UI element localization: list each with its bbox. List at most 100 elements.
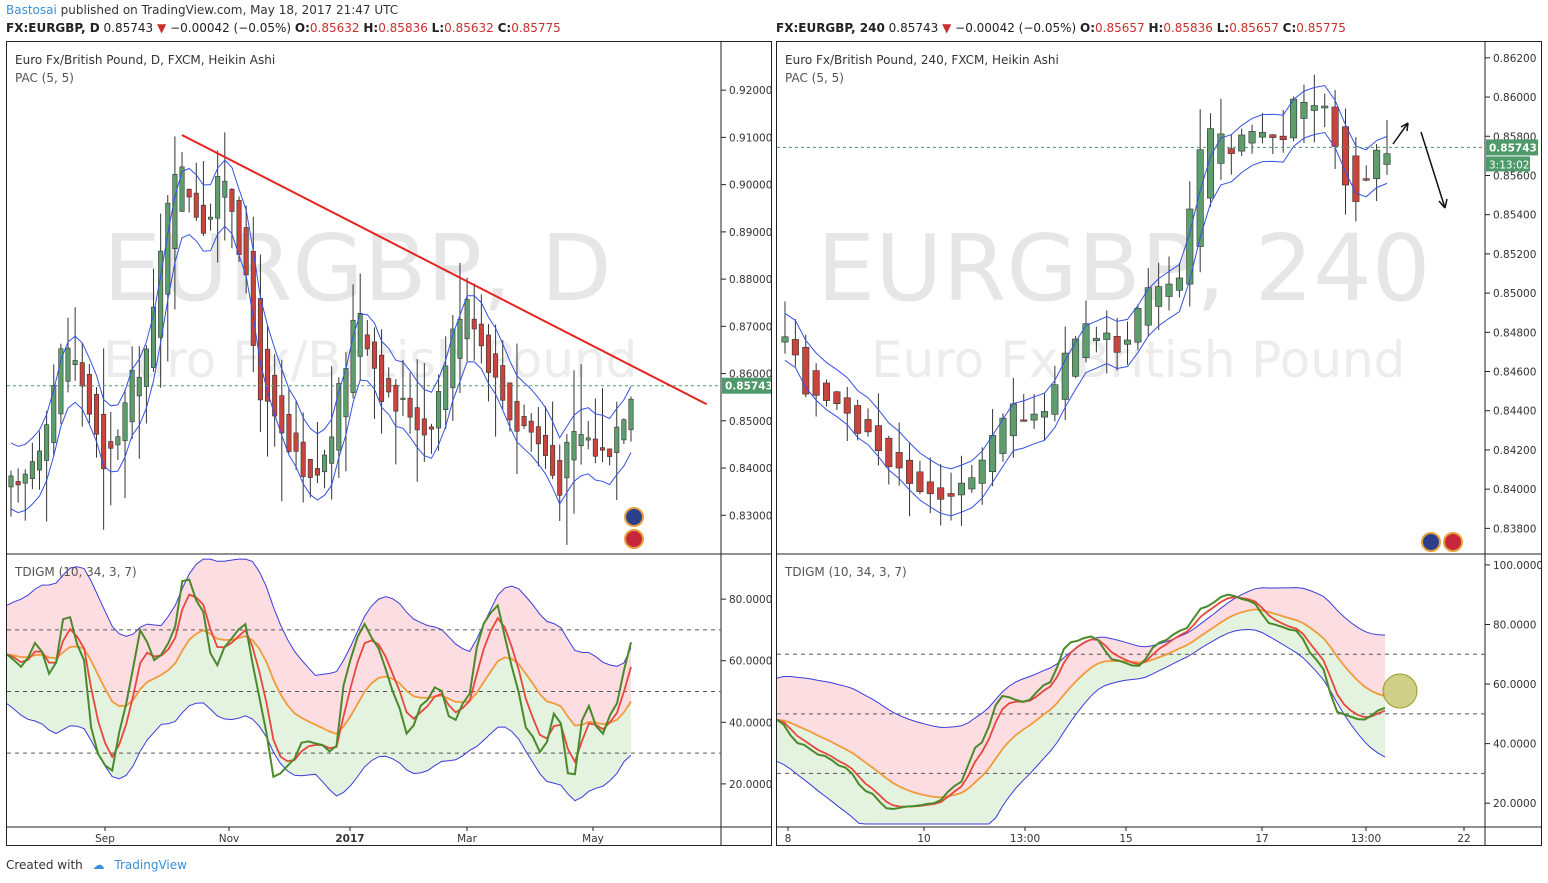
candle <box>257 298 263 401</box>
candle <box>215 176 221 219</box>
tdi-tick-label: 80.0000 <box>1493 619 1536 631</box>
time-tick-label: 13:00 <box>1351 833 1381 845</box>
candle <box>58 348 64 415</box>
price-tick-label: 0.86000 <box>729 369 771 381</box>
candle <box>621 419 627 441</box>
candle <box>51 384 57 443</box>
price-tick-label: 0.84000 <box>1493 484 1536 496</box>
candle <box>250 250 256 346</box>
candle <box>115 436 121 446</box>
candle <box>29 461 35 479</box>
candle <box>571 431 577 461</box>
candle <box>1072 338 1080 377</box>
left-close: 0.85775 <box>511 21 561 35</box>
candle <box>36 450 43 471</box>
candle <box>1103 332 1111 340</box>
candle <box>1352 155 1360 202</box>
time-tick-label: May <box>582 833 604 845</box>
candle <box>265 348 271 402</box>
left-chart-panel[interactable]: EURGBP, D Euro Fx/British Pound 0.92000 0.9… <box>6 41 772 846</box>
tdi-signal-line <box>777 596 1386 808</box>
candle <box>822 382 831 401</box>
candle <box>314 468 320 476</box>
last-price-label: 0.85743 <box>725 381 771 393</box>
highlight-circle <box>1382 673 1418 709</box>
candle <box>122 402 128 442</box>
left-low: 0.85632 <box>444 21 494 35</box>
publish-info: Bastosai published on TradingView.com, M… <box>0 0 1548 20</box>
candle <box>279 395 285 434</box>
time-tick-label: 2017 <box>335 833 364 845</box>
left-chart-svg[interactable]: EURGBP, D Euro Fx/British Pound 0.92000 0.9… <box>7 42 771 845</box>
tdi-lower-band <box>777 628 1386 825</box>
left-symbol[interactable]: FX:EURGBP, D <box>6 21 100 35</box>
candle <box>200 204 206 234</box>
candle <box>165 202 171 295</box>
candle <box>564 441 570 479</box>
candle <box>101 413 107 470</box>
right-symbol[interactable]: FX:EURGBP, 240 <box>776 21 885 35</box>
candle <box>1258 132 1266 138</box>
candle <box>329 436 335 464</box>
high-label: H: <box>1148 21 1164 35</box>
candle <box>895 452 903 469</box>
price-tick-label: 0.83800 <box>1493 523 1536 535</box>
candle <box>1238 134 1246 152</box>
price-tick-label: 0.85600 <box>1493 170 1536 182</box>
candle <box>322 454 328 473</box>
left-change: −0.00042 (−0.05%) <box>170 21 292 35</box>
candle <box>471 318 477 330</box>
candle <box>999 417 1007 454</box>
candle <box>1092 338 1100 341</box>
left-high: 0.85836 <box>378 21 428 35</box>
candle <box>833 391 841 405</box>
right-chart-panel[interactable]: EURGBP, 240 Euro Fx/British Pound 0.86200 0… <box>776 41 1542 846</box>
candle <box>450 328 456 389</box>
left-open: 0.85632 <box>309 21 360 35</box>
candle <box>957 482 965 496</box>
trendline <box>181 134 708 406</box>
close-label: C: <box>497 21 512 35</box>
candle <box>1269 134 1277 138</box>
price-tick-label: 0.92000 <box>729 85 771 97</box>
candle <box>521 416 527 427</box>
close-label: C: <box>1282 21 1297 35</box>
low-label: L: <box>1216 21 1230 35</box>
author-link[interactable]: Bastosai <box>6 3 57 17</box>
publish-text: published on TradingView.com, May 18, 20… <box>60 3 399 17</box>
candle <box>937 487 945 500</box>
candle <box>864 419 872 433</box>
right-chart-title: Euro Fx/British Pound, 240, FXCM, Heikin… <box>785 53 1059 67</box>
eu-flag-icon <box>1421 532 1441 552</box>
open-label: O: <box>1080 21 1096 35</box>
candle <box>926 481 934 495</box>
candle <box>1331 106 1339 147</box>
countdown-badge <box>1486 156 1530 172</box>
candle <box>158 250 164 338</box>
tradingview-link[interactable]: TradingView <box>114 858 187 872</box>
eu-flag-icon <box>624 507 644 527</box>
candle <box>1113 335 1121 353</box>
right-open: 0.85657 <box>1095 21 1145 35</box>
tdi-tick-label: 20.0000 <box>729 779 771 791</box>
left-tdi-label: TDIGM (10, 34, 3, 7) <box>15 565 137 579</box>
tdi-tick-label: 40.0000 <box>1493 739 1536 751</box>
price-tick-label: 0.89000 <box>729 227 771 239</box>
candle <box>599 447 606 451</box>
candle <box>364 334 370 350</box>
price-tick-label: 0.91000 <box>729 132 771 144</box>
candle <box>1009 403 1017 437</box>
right-symbol-header: FX:EURGBP, 240 0.85743 ▼ −0.00042 (−0.05… <box>776 21 1346 39</box>
candle <box>15 481 21 486</box>
candle <box>791 339 799 356</box>
candle <box>1051 384 1059 415</box>
time-tick-label: 8 <box>785 833 792 845</box>
pac-upper-line <box>784 84 1388 470</box>
candle <box>343 368 349 418</box>
time-tick-label: 22 <box>1457 833 1470 845</box>
candle <box>179 166 185 212</box>
arrow-up-head <box>1400 122 1409 132</box>
price-tick-label: 0.84000 <box>729 463 771 475</box>
right-last-price: 0.85743 <box>888 21 939 35</box>
